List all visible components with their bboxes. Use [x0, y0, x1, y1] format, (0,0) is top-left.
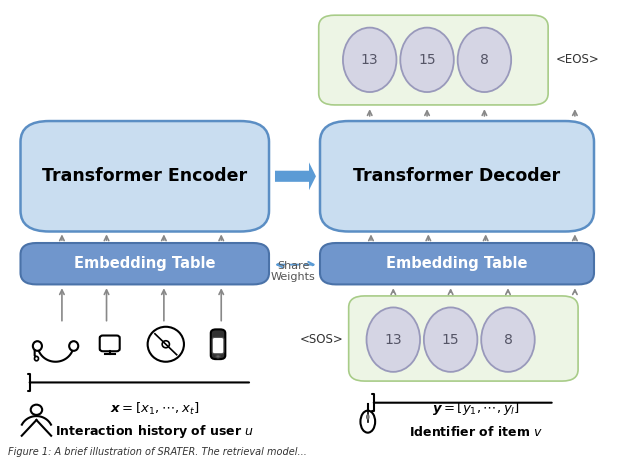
Text: Transformer Encoder: Transformer Encoder	[42, 167, 247, 185]
Text: Transformer Decoder: Transformer Decoder	[353, 167, 561, 185]
Ellipse shape	[343, 28, 396, 92]
Text: $\boldsymbol{y} = [y_1, \cdots, y_l]$: $\boldsymbol{y} = [y_1, \cdots, y_l]$	[432, 400, 520, 417]
Text: Figure 1: A brief illustration of SRATER. The retrieval model...: Figure 1: A brief illustration of SRATER…	[8, 447, 307, 457]
FancyBboxPatch shape	[319, 15, 548, 105]
Text: 15: 15	[419, 53, 436, 67]
Ellipse shape	[33, 341, 42, 351]
Ellipse shape	[367, 307, 420, 372]
Ellipse shape	[31, 405, 42, 415]
FancyBboxPatch shape	[320, 121, 594, 232]
Text: Embedding Table: Embedding Table	[387, 256, 528, 271]
Ellipse shape	[148, 327, 184, 362]
Ellipse shape	[458, 28, 511, 92]
Text: <SOS>: <SOS>	[300, 333, 343, 346]
FancyBboxPatch shape	[20, 121, 269, 232]
Ellipse shape	[216, 355, 220, 358]
FancyBboxPatch shape	[320, 243, 594, 284]
Text: 13: 13	[385, 332, 402, 347]
FancyBboxPatch shape	[211, 329, 225, 359]
Ellipse shape	[69, 341, 78, 351]
Text: 8: 8	[480, 53, 489, 67]
Text: $\boldsymbol{x} = [x_1, \cdots, x_t]$: $\boldsymbol{x} = [x_1, \cdots, x_t]$	[109, 400, 199, 417]
Text: Share
Weights: Share Weights	[271, 261, 316, 282]
FancyBboxPatch shape	[349, 296, 578, 381]
Text: 13: 13	[361, 53, 378, 67]
Ellipse shape	[35, 357, 38, 361]
FancyBboxPatch shape	[212, 338, 224, 354]
Text: Embedding Table: Embedding Table	[74, 256, 216, 271]
Ellipse shape	[367, 415, 369, 419]
Text: Identifier of item $v$: Identifier of item $v$	[409, 425, 543, 439]
Ellipse shape	[424, 307, 477, 372]
Ellipse shape	[400, 28, 454, 92]
Text: <EOS>: <EOS>	[556, 53, 600, 66]
Text: 15: 15	[442, 332, 460, 347]
Ellipse shape	[481, 307, 535, 372]
FancyBboxPatch shape	[100, 336, 120, 351]
Text: Interaction history of user $u$: Interaction history of user $u$	[55, 423, 254, 440]
FancyBboxPatch shape	[20, 243, 269, 284]
Text: 8: 8	[504, 332, 513, 347]
Ellipse shape	[360, 411, 375, 432]
Ellipse shape	[162, 341, 170, 348]
